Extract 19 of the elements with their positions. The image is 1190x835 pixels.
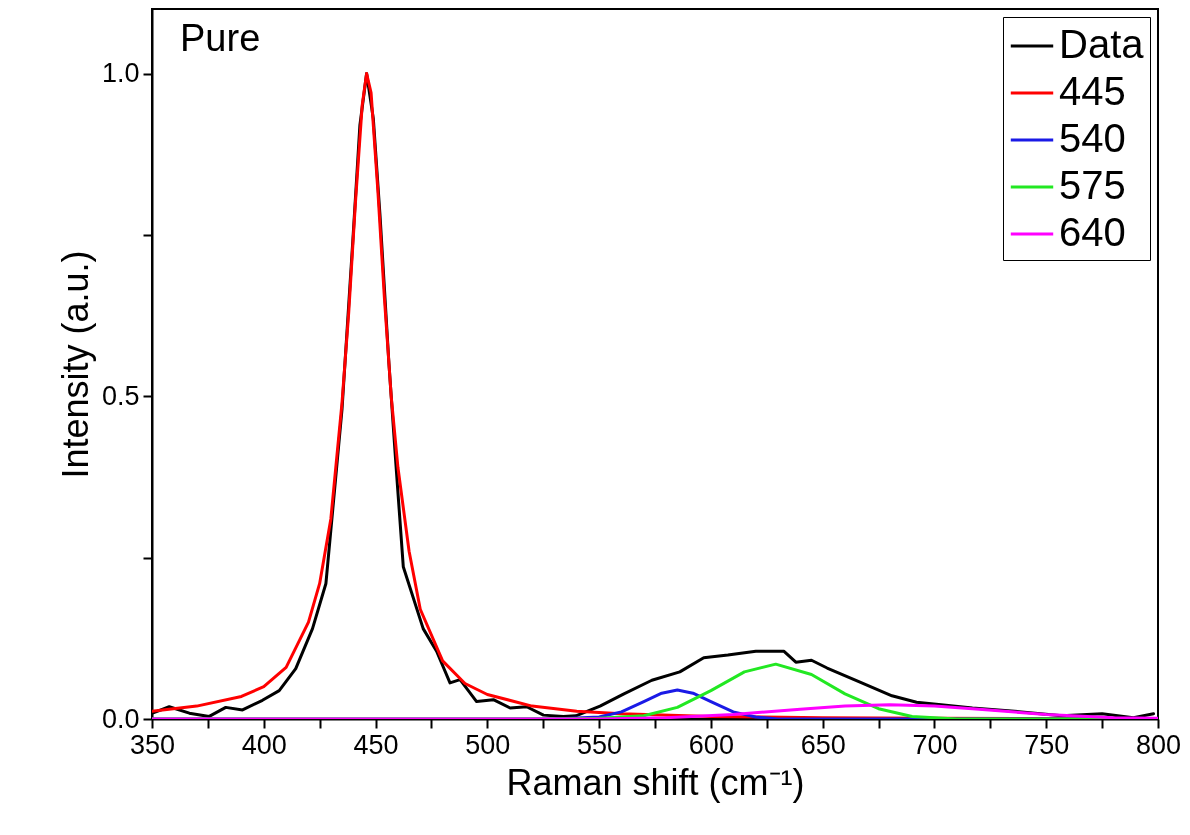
legend-label: 575 bbox=[1059, 163, 1126, 207]
x-tick-label: 800 bbox=[1135, 729, 1182, 760]
legend-label: Data bbox=[1059, 22, 1145, 66]
y-tick-label: 0.5 bbox=[101, 380, 140, 411]
x-tick-label: 600 bbox=[688, 729, 734, 760]
x-tick-label: 650 bbox=[800, 729, 846, 760]
x-tick-label: 450 bbox=[353, 729, 399, 760]
x-tick-label: 700 bbox=[912, 729, 958, 760]
x-axis-title: Raman shift (cm⁻¹) bbox=[506, 761, 805, 803]
legend-label: 445 bbox=[1059, 69, 1126, 113]
legend-label: 640 bbox=[1059, 210, 1126, 254]
y-axis-title: Intensity (a.u.) bbox=[54, 250, 96, 479]
legend-label: 540 bbox=[1059, 116, 1126, 160]
y-tick-label: 1.0 bbox=[101, 58, 140, 89]
x-tick-label: 500 bbox=[465, 729, 511, 760]
x-tick-label: 750 bbox=[1024, 729, 1070, 760]
x-tick-label: 400 bbox=[241, 729, 287, 760]
annotation: Pure bbox=[180, 17, 261, 59]
x-tick-label: 550 bbox=[577, 729, 623, 760]
